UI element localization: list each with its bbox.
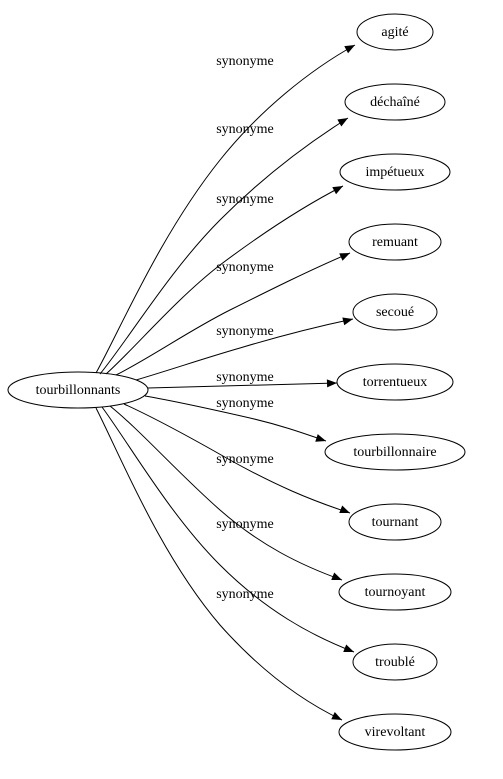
node-remuant-label: remuant xyxy=(372,235,418,250)
edge-tournoyant: synonyme xyxy=(110,406,343,584)
node-impetueux-label: impétueux xyxy=(365,165,424,180)
node-virevoltant: virevoltant xyxy=(339,714,451,750)
edge-label-torrentueux: synonyme xyxy=(216,370,274,385)
edge-remuant: synonyme xyxy=(116,249,352,375)
node-dechaine: déchaîné xyxy=(345,84,445,120)
node-tournant: tournant xyxy=(349,504,441,540)
edge-label-dechaine: synonyme xyxy=(216,122,274,137)
edge-path-impetueux xyxy=(106,186,343,374)
node-trouble: troublé xyxy=(353,644,437,680)
arrowhead xyxy=(344,41,357,53)
node-tournoyant-label: tournoyant xyxy=(365,585,426,600)
arrowhead xyxy=(342,315,354,325)
node-secoue-label: secoué xyxy=(376,305,414,320)
node-trouble-label: troublé xyxy=(375,655,415,670)
synonym-graph: synonyme synonyme synonyme synonyme synonyme… xyxy=(0,0,503,779)
node-tourbillonnaire-label: tourbillonnaire xyxy=(353,445,436,460)
arrowhead xyxy=(337,115,350,127)
node-tourbillonnaire: tourbillonnaire xyxy=(325,434,465,470)
edge-label-tournant: synonyme xyxy=(216,452,274,467)
node-torrentueux-label: torrentueux xyxy=(363,375,428,390)
arrowhead xyxy=(331,712,343,724)
edge-label-trouble: synonyme xyxy=(216,587,274,602)
edges-group: synonyme synonyme synonyme synonyme synonyme… xyxy=(96,41,357,723)
edge-label-secoue: synonyme xyxy=(216,324,274,339)
edge-tourbillonnaire: synonyme xyxy=(145,396,327,445)
node-torrentueux: torrentueux xyxy=(337,364,453,400)
arrowhead xyxy=(315,434,327,445)
edge-label-tournoyant: synonyme xyxy=(216,517,274,532)
node-tournant-label: tournant xyxy=(372,515,419,530)
arrowhead xyxy=(339,249,351,260)
source-node-tourbillonnants: tourbillonnants xyxy=(8,372,148,408)
node-secoue: secoué xyxy=(353,294,437,330)
edge-label-tourbillonnaire: synonyme xyxy=(216,396,274,411)
arrowhead xyxy=(332,182,345,194)
node-impetueux: impétueux xyxy=(340,154,450,190)
edge-impetueux: synonyme xyxy=(106,182,345,374)
arrowhead xyxy=(343,645,355,656)
arrowhead xyxy=(339,506,351,517)
edge-path-tournoyant xyxy=(110,406,342,580)
node-agite: agité xyxy=(357,14,433,50)
arrowhead xyxy=(331,573,343,584)
edge-label-impetueux: synonyme xyxy=(216,192,274,207)
node-tournoyant: tournoyant xyxy=(339,574,451,610)
node-virevoltant-label: virevoltant xyxy=(365,725,426,740)
edge-label-remuant: synonyme xyxy=(216,260,274,275)
source-node-tourbillonnants-label: tourbillonnants xyxy=(36,383,121,398)
arrowhead xyxy=(327,379,337,387)
node-remuant: remuant xyxy=(349,224,441,260)
node-agite-label: agité xyxy=(381,25,408,40)
node-dechaine-label: déchaîné xyxy=(370,95,420,110)
edge-label-agite: synonyme xyxy=(216,54,274,69)
edge-tournant: synonyme xyxy=(124,404,351,517)
edge-torrentueux: synonyme xyxy=(148,370,337,388)
